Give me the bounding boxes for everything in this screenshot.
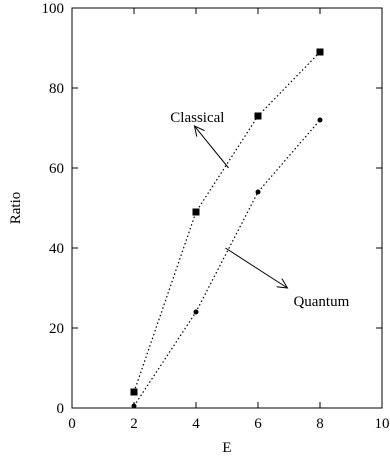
data-point-square [192, 208, 200, 216]
data-point-square [316, 48, 324, 56]
series-layer [130, 48, 324, 409]
x-tick-label: 10 [375, 416, 390, 432]
series-line-0 [133, 51, 321, 393]
data-point-circle [193, 309, 199, 315]
x-tick-label: 4 [192, 416, 200, 432]
annotation-label: Classical [170, 110, 224, 126]
annotation-arrow [225, 247, 287, 288]
annotation-label: Quantum [293, 294, 349, 310]
y-tick-label: 40 [49, 241, 64, 257]
x-axis-ticks: 0 2 4 6 8 10 [68, 8, 390, 432]
y-tick-label: 0 [57, 401, 65, 417]
x-tick-label: 0 [68, 416, 76, 432]
data-point-circle [317, 117, 323, 123]
series-line-1 [133, 119, 321, 407]
x-tick-label: 8 [316, 416, 324, 432]
y-axis-ticks: 0 20 40 60 80 100 [42, 1, 382, 417]
data-point-square [254, 112, 262, 120]
x-tick-label: 6 [254, 416, 262, 432]
data-point-square [130, 388, 138, 396]
x-axis-label: E [222, 440, 231, 456]
annotation-arrow [194, 126, 229, 169]
y-tick-label: 100 [42, 1, 65, 17]
annotation-layer: Classical Quantum [170, 110, 349, 310]
y-tick-label: 60 [49, 161, 64, 177]
x-tick-label: 2 [130, 416, 138, 432]
data-point-circle [255, 189, 261, 195]
plot-frame [71, 7, 383, 409]
y-axis-label: Ratio [8, 192, 24, 225]
y-tick-label: 80 [49, 81, 64, 97]
y-tick-label: 20 [49, 321, 64, 337]
data-point-circle [131, 403, 137, 409]
